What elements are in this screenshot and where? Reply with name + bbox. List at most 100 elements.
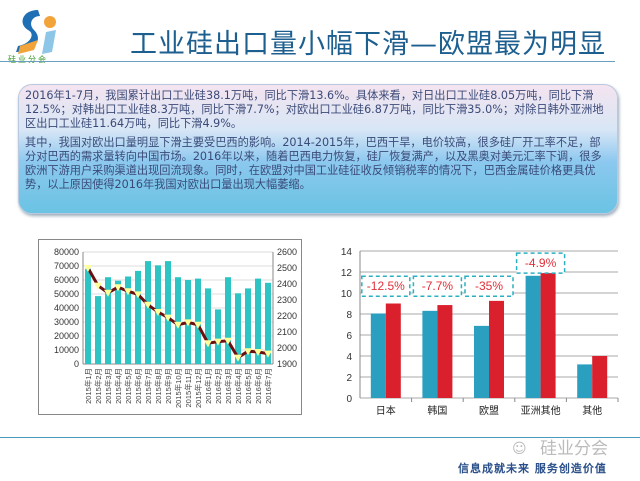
bar (265, 282, 271, 364)
x-tick-label: 2016年4月 (233, 368, 243, 404)
y-left-tick-label: 0 (74, 359, 79, 369)
line-marker (204, 340, 212, 348)
line-marker (214, 338, 222, 346)
annotation-label: -12.5% (367, 279, 405, 293)
y-tick-label: 8 (346, 310, 352, 321)
x-tick-label: 其他 (582, 404, 602, 416)
bar (225, 277, 231, 364)
bar (235, 293, 241, 364)
summary-paragraph-2: 其中，我国对欧出口量明显下滑主要受巴西的影响。2014-2015年，巴西干旱，电… (25, 136, 602, 191)
bar (592, 356, 608, 398)
x-tick-label: 韩国 (427, 404, 447, 416)
line-marker (124, 288, 132, 296)
line-marker (174, 321, 182, 329)
annotation-box (464, 275, 514, 297)
bar (165, 261, 171, 364)
bar (195, 278, 201, 364)
y-left-tick-label: 40000 (54, 303, 79, 313)
summary-box: 2016年1-7月，我国累计出口工业硅38.1万吨，同比下滑13.6%。具体来看… (18, 84, 618, 214)
x-tick-label: 2015年12月 (193, 368, 203, 408)
y-tick-label: 0 (346, 394, 352, 405)
line-marker (134, 291, 142, 299)
x-tick-label: 2016年5月 (243, 368, 253, 404)
line-marker (114, 284, 122, 292)
bar (125, 276, 131, 364)
bar (85, 268, 91, 364)
x-tick-label: 亚洲其他 (521, 404, 561, 416)
annotation-label: -4.9% (525, 256, 557, 270)
bar (370, 313, 386, 398)
bar (105, 277, 111, 364)
x-tick-label: 2016年6月 (253, 368, 263, 404)
y-right-tick-label: 2500 (277, 263, 297, 273)
monthly-export-chart: 0 10000 20000 30000 40000 50000 60000 70000 8000… (38, 239, 302, 415)
y-left-tick-label: 30000 (54, 317, 79, 327)
bar (525, 275, 541, 398)
bar (135, 270, 141, 364)
x-tick-label: 2015年3月 (103, 368, 113, 404)
bar (215, 309, 221, 364)
y-left-tick-label: 70000 (54, 261, 79, 271)
footer-slogan: 信息成就未来 服务创造价值 (458, 462, 607, 475)
x-tick-label: 2016年3月 (223, 368, 233, 404)
x-tick-label: 2015年1月 (83, 368, 93, 404)
bar (95, 296, 101, 364)
footer-divider (0, 437, 640, 438)
x-tick-label: 日本 (376, 404, 396, 416)
y-right-tick-label: 2300 (277, 295, 297, 305)
y-tick-label: 10 (341, 289, 353, 300)
x-tick-label: 2016年7月 (263, 368, 273, 404)
y-right-tick-label: 2600 (277, 247, 297, 257)
y-tick-label: 2 (346, 373, 352, 384)
y-tick-label: 12 (341, 268, 353, 279)
line-marker (104, 289, 112, 297)
x-tick-label: 2015年6月 (133, 368, 143, 404)
bar (245, 288, 251, 364)
x-tick-label: 2015年10月 (173, 368, 183, 408)
bar (422, 310, 438, 398)
line-marker (224, 337, 232, 345)
y-left-tick-label: 10000 (54, 345, 79, 355)
x-tick-label: 欧盟 (479, 405, 499, 416)
line-marker (244, 348, 252, 356)
line-marker (264, 350, 272, 358)
y-left-tick-label: 60000 (54, 275, 79, 285)
watermark: 硅业分会 (540, 439, 608, 459)
x-tick-label: 2015年9月 (163, 368, 173, 404)
y-right-tick-label: 2400 (277, 279, 297, 289)
x-tick-label: 2015年5月 (123, 368, 133, 404)
x-tick-label: 2015年7月 (143, 368, 153, 404)
bar (205, 288, 211, 364)
line-marker (184, 319, 192, 327)
annotation-label: -35% (475, 279, 503, 293)
y-left-tick-label: 20000 (54, 331, 79, 341)
bar (175, 277, 181, 364)
annotation-box (412, 275, 463, 297)
line-marker (234, 354, 242, 362)
line-marker (154, 309, 162, 316)
x-tick-label: 2016年1月 (203, 368, 213, 404)
x-tick-label: 2015年2月 (93, 368, 103, 404)
page-title: 工业硅出口量小幅下滑—欧盟最为明显 (130, 29, 606, 60)
bar (255, 278, 261, 364)
bar (385, 303, 401, 398)
line-marker (194, 321, 202, 329)
header-divider (0, 61, 615, 62)
y-tick-label: 14 (341, 247, 353, 258)
annotation-label: -7.7% (422, 279, 454, 293)
bar (489, 300, 504, 398)
line-marker (84, 265, 92, 272)
y-right-tick-label: 1900 (277, 359, 297, 369)
line-marker (164, 314, 172, 322)
line-marker (94, 282, 102, 290)
y-tick-label: 6 (346, 331, 352, 342)
x-tick-label: 2016年2月 (213, 368, 223, 404)
logo-text: 硅业分会 (8, 55, 48, 64)
y-left-tick-label: 50000 (54, 289, 79, 299)
y-right-tick-label: 2200 (277, 311, 297, 321)
x-tick-label: 2015年11月 (183, 368, 193, 407)
line-marker (254, 349, 262, 356)
line-marker (144, 301, 152, 309)
x-tick-label: 2015年8月 (153, 368, 163, 404)
